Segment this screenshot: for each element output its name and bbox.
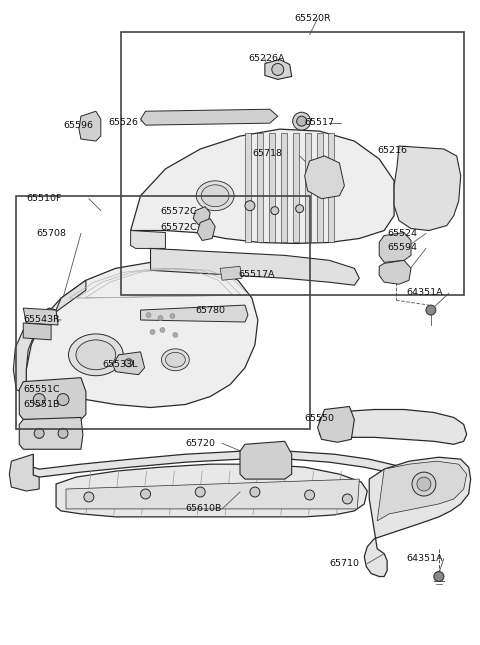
Polygon shape	[320, 410, 467, 444]
Circle shape	[250, 487, 260, 497]
Polygon shape	[305, 133, 311, 243]
Circle shape	[34, 428, 44, 439]
Polygon shape	[66, 479, 360, 509]
Polygon shape	[257, 133, 263, 243]
Polygon shape	[131, 230, 166, 248]
Circle shape	[412, 472, 436, 496]
Text: 65708: 65708	[36, 228, 66, 237]
Text: 64351A: 64351A	[406, 553, 443, 562]
Circle shape	[342, 494, 352, 504]
Text: 64351A: 64351A	[406, 288, 443, 297]
Polygon shape	[13, 280, 86, 395]
Text: 65594: 65594	[387, 243, 417, 252]
Polygon shape	[26, 263, 258, 408]
Ellipse shape	[76, 340, 116, 370]
Circle shape	[272, 63, 284, 75]
Circle shape	[293, 112, 311, 130]
Polygon shape	[394, 146, 461, 230]
Circle shape	[125, 359, 132, 367]
Circle shape	[195, 487, 205, 497]
Text: 65216: 65216	[377, 146, 407, 155]
Text: 65526: 65526	[109, 118, 139, 127]
Text: 65710: 65710	[329, 559, 360, 568]
Text: 65524: 65524	[387, 228, 417, 237]
Circle shape	[297, 116, 307, 126]
Circle shape	[158, 315, 163, 321]
Text: 65550: 65550	[305, 415, 335, 424]
Ellipse shape	[161, 349, 189, 371]
Polygon shape	[240, 441, 292, 479]
Circle shape	[271, 206, 279, 215]
Polygon shape	[281, 133, 287, 243]
Circle shape	[57, 393, 69, 406]
Text: 65572C: 65572C	[160, 206, 197, 215]
Polygon shape	[113, 352, 144, 375]
Circle shape	[426, 305, 436, 315]
Polygon shape	[19, 378, 86, 419]
Circle shape	[146, 313, 151, 317]
Text: 65720: 65720	[185, 439, 216, 448]
Polygon shape	[265, 59, 292, 79]
Text: 65780: 65780	[195, 306, 225, 315]
Polygon shape	[316, 133, 323, 243]
Polygon shape	[151, 248, 360, 285]
Text: 65517A: 65517A	[238, 270, 275, 279]
Polygon shape	[131, 129, 394, 243]
Ellipse shape	[166, 352, 185, 367]
Polygon shape	[23, 308, 58, 325]
Text: 65610B: 65610B	[185, 504, 222, 513]
Text: 65543R: 65543R	[23, 315, 60, 324]
Polygon shape	[305, 156, 344, 199]
Circle shape	[84, 492, 94, 502]
Circle shape	[160, 328, 165, 332]
Text: 65510F: 65510F	[26, 194, 61, 203]
Text: 65517: 65517	[305, 118, 335, 127]
Text: 65226A: 65226A	[248, 54, 285, 63]
Text: 65596: 65596	[63, 121, 93, 130]
Text: 65572C: 65572C	[160, 223, 197, 232]
Ellipse shape	[69, 334, 123, 375]
Circle shape	[173, 332, 178, 337]
Circle shape	[417, 477, 431, 491]
Polygon shape	[377, 461, 467, 521]
Polygon shape	[193, 206, 210, 224]
Bar	[120, 32, 464, 295]
Circle shape	[296, 204, 304, 213]
Polygon shape	[318, 406, 354, 442]
Circle shape	[305, 490, 314, 500]
Polygon shape	[56, 464, 367, 517]
Circle shape	[434, 571, 444, 582]
Polygon shape	[379, 261, 411, 284]
Polygon shape	[197, 219, 215, 241]
Circle shape	[33, 393, 45, 406]
Polygon shape	[269, 133, 275, 243]
Polygon shape	[364, 457, 471, 577]
Circle shape	[170, 313, 175, 319]
Text: 65551C: 65551C	[23, 384, 60, 393]
Polygon shape	[23, 323, 51, 340]
Bar	[16, 195, 310, 430]
Polygon shape	[141, 305, 248, 322]
Polygon shape	[9, 454, 39, 491]
Polygon shape	[79, 111, 101, 141]
Text: 65551B: 65551B	[23, 399, 60, 408]
Polygon shape	[293, 133, 299, 243]
Circle shape	[141, 489, 151, 499]
Ellipse shape	[196, 181, 234, 211]
Circle shape	[150, 330, 155, 334]
Polygon shape	[220, 266, 242, 280]
Text: 65520R: 65520R	[295, 14, 331, 23]
Ellipse shape	[201, 185, 229, 206]
Circle shape	[245, 201, 255, 211]
Polygon shape	[141, 109, 278, 125]
Text: 65718: 65718	[252, 149, 282, 158]
Polygon shape	[33, 451, 417, 479]
Polygon shape	[245, 133, 251, 243]
Text: 65533L: 65533L	[103, 360, 138, 369]
Polygon shape	[328, 133, 335, 243]
Polygon shape	[379, 233, 411, 263]
Circle shape	[58, 428, 68, 439]
Polygon shape	[19, 417, 83, 450]
